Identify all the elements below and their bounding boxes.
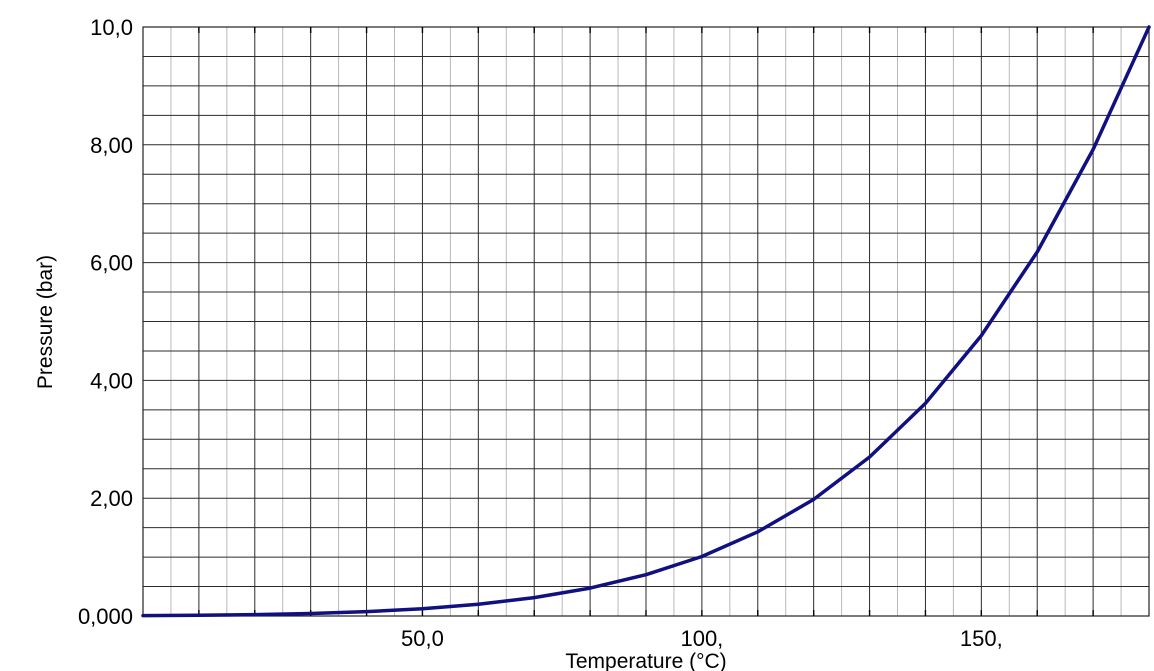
x-tick-label: 150, xyxy=(960,626,1003,651)
y-tick-label: 4,00 xyxy=(90,368,133,393)
y-tick-label: 2,00 xyxy=(90,486,133,511)
x-tick-labels: 50,0 100, 150, xyxy=(401,626,1003,651)
y-axis-title: Pressure (bar) xyxy=(34,255,57,389)
y-tick-labels: 0,000 2,00 4,00 6,00 8,00 10,0 xyxy=(78,15,133,629)
axis-ticks xyxy=(198,27,1094,616)
x-tick-label: 100, xyxy=(680,626,723,651)
x-axis-title: Temperature (°C) xyxy=(565,650,726,671)
grid xyxy=(143,27,1149,616)
y-tick-label: 6,00 xyxy=(90,251,133,276)
x-tick-label: 50,0 xyxy=(401,626,444,651)
y-tick-label: 10,0 xyxy=(90,15,133,40)
pressure-curve xyxy=(141,25,1151,618)
y-tick-label: 8,00 xyxy=(90,133,133,158)
y-tick-label: 0,000 xyxy=(78,604,133,629)
